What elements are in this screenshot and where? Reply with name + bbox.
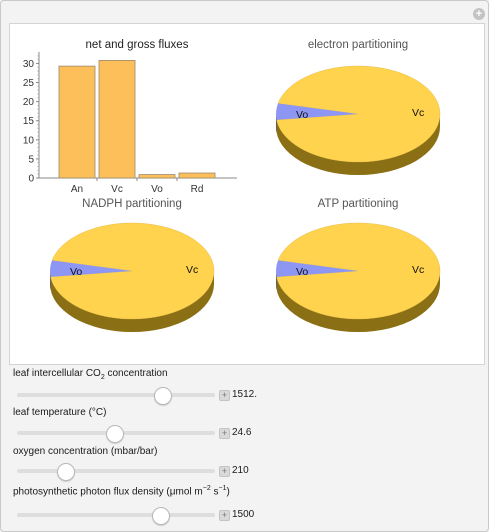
- y-tick-label: 20: [23, 97, 35, 108]
- x-tick-label: Vo: [151, 184, 163, 195]
- y-tick-label: 30: [23, 59, 35, 70]
- y-tick-label: 0: [28, 174, 34, 185]
- charts-canvas: net and gross fluxes 0 5 10 15 20 25 30 An Vc Vo…: [23, 39, 441, 332]
- co2-slider-thumb[interactable]: [153, 387, 172, 405]
- bar-chart: net and gross fluxes 0 5 10 15 20 25 30 An Vc Vo…: [23, 39, 237, 195]
- y-tick-label: 5: [28, 154, 34, 165]
- pie-nadph: NADPH partitioning Vc Vo: [49, 198, 215, 332]
- bar-vc: [98, 60, 136, 179]
- pie-slice-vo: [49, 260, 132, 277]
- pie-label-vc: Vc: [186, 264, 198, 276]
- pie-side-vo: [276, 114, 277, 133]
- pie-slice-vc: [50, 222, 215, 320]
- bar-an: [58, 65, 96, 179]
- photon-flux-plus-icon[interactable]: +: [219, 510, 230, 521]
- x-tick-label: Vc: [111, 184, 123, 195]
- y-tick-label: 25: [23, 78, 35, 89]
- x-ticks: An Vc Vo Rd: [71, 178, 204, 195]
- pie-title: ATP partitioning: [318, 198, 399, 210]
- co2-label: leaf intercellular CO2 concentration: [13, 368, 168, 381]
- photon-flux-slider[interactable]: [17, 507, 215, 525]
- pie-title: electron partitioning: [308, 39, 408, 51]
- options-plus-icon[interactable]: +: [473, 8, 485, 20]
- x-tick-label: Rd: [191, 184, 204, 195]
- co2-slider[interactable]: [17, 387, 215, 405]
- pie-side: [276, 114, 440, 175]
- pie-label-vc: Vc: [412, 264, 424, 276]
- temperature-value: 24.6: [232, 427, 252, 438]
- pie-slice-vo: [275, 260, 358, 277]
- oxygen-slider[interactable]: [17, 463, 215, 481]
- pie-label-vo: Vo: [296, 109, 308, 121]
- pie-slice-vo: [276, 103, 358, 120]
- co2-value: 1512.: [232, 389, 258, 400]
- temperature-slider-thumb[interactable]: [106, 425, 125, 443]
- pie-side: [50, 271, 214, 332]
- x-tick-label: An: [71, 184, 83, 195]
- output-panel: net and gross fluxes 0 5 10 15 20 25 30 An Vc Vo…: [9, 23, 485, 365]
- oxygen-plus-icon[interactable]: +: [219, 466, 230, 477]
- temperature-slider[interactable]: [17, 425, 215, 443]
- pie-electron: electron partitioning Vc Vo: [276, 39, 441, 175]
- photon-flux-slider-thumb[interactable]: [151, 507, 170, 525]
- pie-side-vo: [276, 271, 277, 290]
- pie-slice-vc: [276, 65, 441, 163]
- pie-side-vo: [50, 271, 51, 290]
- oxygen-value: 210: [232, 465, 249, 476]
- pie-title: NADPH partitioning: [82, 198, 182, 210]
- y-tick-label: 10: [23, 135, 35, 146]
- temperature-plus-icon[interactable]: +: [219, 428, 230, 439]
- y-ticks: 0 5 10 15 20 25 30: [23, 55, 39, 185]
- bar-rd: [178, 172, 216, 179]
- pie-atp: ATP partitioning Vc Vo: [275, 198, 441, 332]
- y-tick-label: 15: [23, 116, 35, 127]
- pie-slice-vc: [276, 222, 441, 320]
- temperature-label: leaf temperature (°C): [13, 407, 107, 418]
- bar-chart-title: net and gross fluxes: [86, 39, 189, 51]
- pie-label-vc: Vc: [412, 107, 424, 119]
- pie-label-vo: Vo: [296, 266, 308, 278]
- pie-label-vo: Vo: [70, 266, 82, 278]
- co2-plus-icon[interactable]: +: [219, 390, 230, 401]
- pie-side: [276, 271, 440, 332]
- oxygen-label: oxygen concentration (mbar/bar): [13, 446, 158, 457]
- bars: [58, 60, 216, 179]
- oxygen-slider-thumb[interactable]: [56, 463, 75, 481]
- photon-flux-label: photosynthetic photon flux density (μmol…: [13, 485, 230, 498]
- photon-flux-value: 1500: [232, 509, 255, 520]
- bar-vo: [138, 174, 176, 179]
